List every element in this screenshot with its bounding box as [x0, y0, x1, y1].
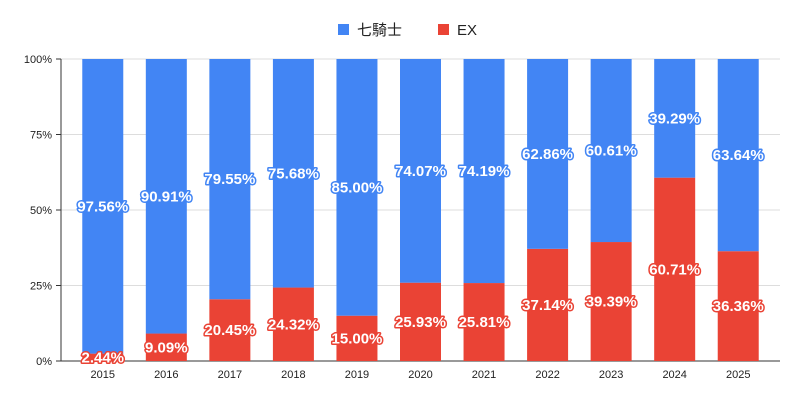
y-tick-label: 100%: [24, 54, 52, 66]
bar-segment: [336, 59, 378, 316]
x-tick-label: 2015: [91, 369, 115, 381]
bar-segment: [717, 251, 759, 361]
y-tick-label: 75%: [30, 130, 52, 142]
data-label: 25.81%: [459, 314, 510, 331]
bar-segment: [272, 59, 314, 288]
bar-segment: [400, 282, 441, 361]
bar-segment: [82, 59, 124, 354]
data-label: 15.00%: [332, 330, 383, 347]
bar-segment: [463, 283, 505, 361]
x-tick-label: 2018: [281, 369, 305, 381]
data-label: 2.44%: [81, 349, 124, 366]
bar-segment: [590, 242, 632, 361]
x-tick-label: 2023: [599, 369, 623, 381]
x-tick-label: 2021: [472, 369, 496, 381]
data-label: 79.55%: [204, 171, 255, 188]
y-tick-label: 0%: [36, 356, 52, 368]
bar-segment: [717, 59, 759, 252]
bar-segment: [527, 59, 569, 249]
data-label: 39.29%: [649, 110, 700, 127]
x-tick-label: 2022: [535, 369, 559, 381]
legend-swatch: [338, 24, 349, 35]
data-label: 36.36%: [713, 298, 764, 315]
data-label: 60.71%: [649, 261, 700, 278]
bar-segment: [336, 315, 378, 361]
x-tick-label: 2020: [408, 369, 432, 381]
bar-segment: [400, 59, 441, 283]
data-label: 24.32%: [268, 316, 319, 333]
legend-swatch: [438, 24, 449, 35]
x-tick-label: 2017: [218, 369, 242, 381]
data-label: 37.14%: [522, 297, 573, 314]
x-tick-label: 2024: [662, 369, 686, 381]
x-tick-label: 2016: [154, 369, 178, 381]
data-label: 85.00%: [332, 179, 383, 196]
bar-segment: [654, 177, 696, 361]
bar-segment: [82, 353, 124, 361]
data-label: 60.61%: [586, 143, 637, 160]
bar-segment: [272, 287, 314, 361]
bar-segment: [145, 59, 187, 334]
x-tick-label: 2025: [726, 369, 750, 381]
data-label: 74.07%: [395, 163, 446, 180]
legend-item-label[interactable]: EX: [457, 22, 477, 39]
data-label: 39.39%: [586, 294, 637, 311]
bar-segment: [654, 59, 696, 178]
y-tick-label: 25%: [30, 281, 52, 293]
data-label: 62.86%: [522, 146, 573, 163]
x-tick-label: 2019: [345, 369, 369, 381]
bar-segment: [209, 299, 251, 361]
data-label: 75.68%: [268, 165, 319, 182]
data-label: 9.09%: [145, 339, 188, 356]
data-label: 97.56%: [77, 198, 128, 215]
bar-segment: [527, 248, 569, 361]
data-label: 25.93%: [395, 314, 446, 331]
bar-segment: [145, 333, 187, 361]
data-label: 74.19%: [459, 163, 510, 180]
bar-segment: [590, 59, 632, 243]
data-label: 90.91%: [141, 188, 192, 205]
y-tick-label: 50%: [30, 205, 52, 217]
legend-item-label[interactable]: 七騎士: [357, 22, 402, 39]
data-label: 20.45%: [204, 322, 255, 339]
bar-segment: [209, 59, 251, 300]
data-label: 63.64%: [713, 147, 764, 164]
bar-segment: [463, 59, 505, 284]
